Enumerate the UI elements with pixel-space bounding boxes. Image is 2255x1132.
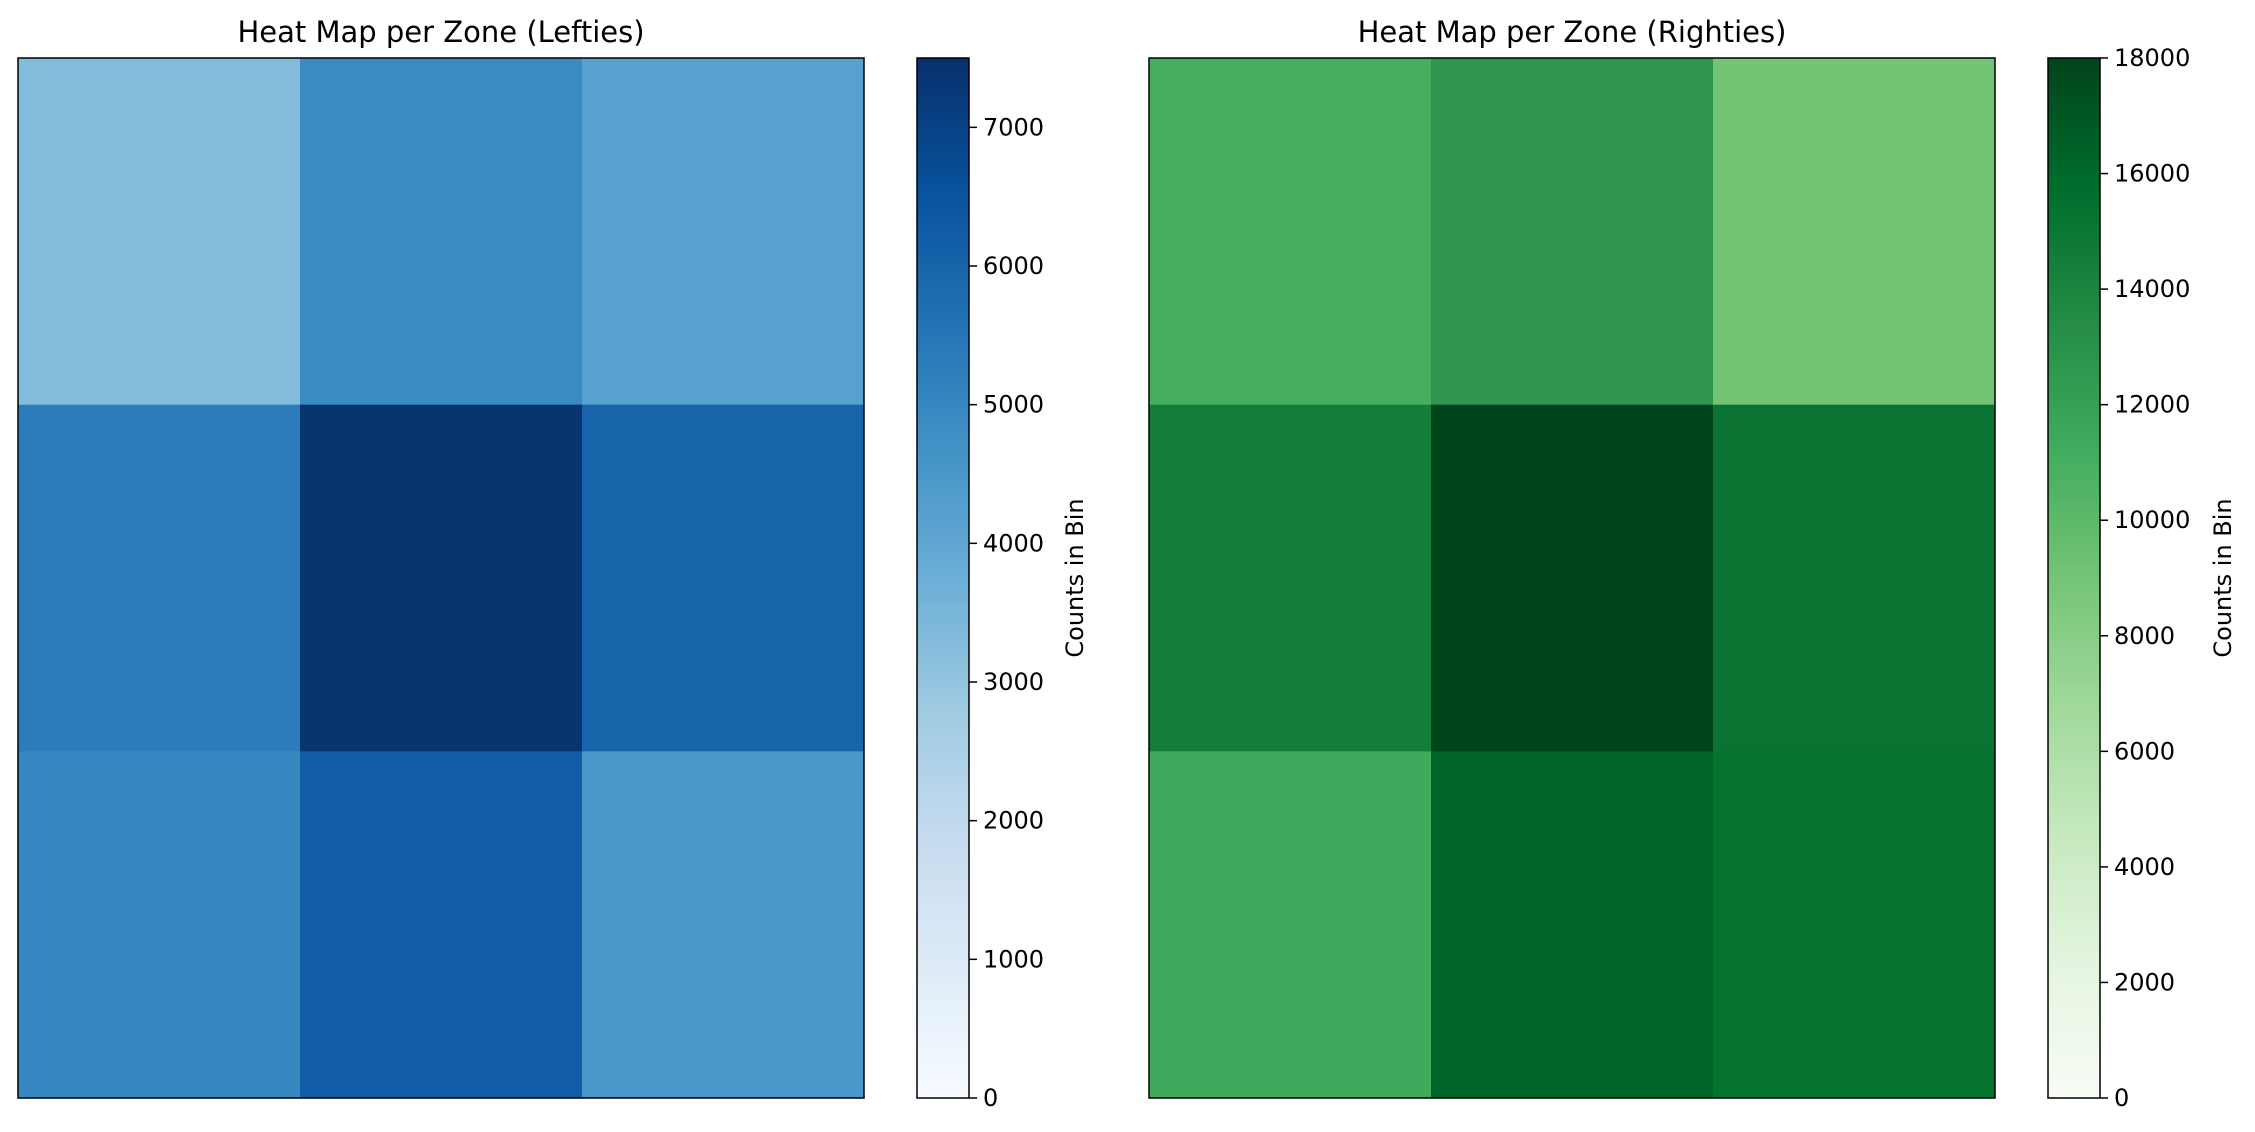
righties-colorbar-label: Counts in Bin [2209, 498, 2237, 657]
righties-colorbar-ticks: 0 2000 4000 6000 8000 10000 12000 14000 16000 180… [2100, 44, 2190, 1112]
righties-colorbar-tick-label: 18000 [2114, 44, 2190, 72]
righties-cell-r2-c0 [1149, 751, 1432, 1099]
righties-colorbar-frame [2047, 57, 2101, 1099]
righties-cell-r1-c1 [1431, 404, 1714, 752]
righties-colorbar-tick-label: 0 [2114, 1084, 2129, 1112]
lefties-cell-r2-c2 [582, 751, 865, 1099]
righties-cell-r2-c2 [1713, 751, 1996, 1099]
righties-cell-r2-c1 [1431, 751, 1714, 1099]
righties-cell-r1-c0 [1149, 404, 1432, 752]
lefties-cell-r0-c1 [300, 58, 583, 406]
righties-panel: Heat Map per Zone (Righties) 0 2000 4000 60… [1148, 15, 2237, 1112]
lefties-cell-r1-c0 [18, 404, 301, 752]
righties-colorbar-tick-label: 4000 [2114, 853, 2175, 881]
righties-colorbar: 0 2000 4000 6000 8000 10000 12000 14000 16000 180… [2047, 44, 2237, 1112]
lefties-colorbar-tick-label: 1000 [983, 945, 1044, 973]
lefties-colorbar-tick-label: 3000 [983, 668, 1044, 696]
righties-colorbar-tick-label: 14000 [2114, 275, 2190, 303]
lefties-axes-frame [17, 57, 865, 1099]
lefties-cell-r2-c0 [18, 751, 301, 1099]
righties-heatmap [1149, 58, 1996, 1099]
lefties-colorbar-fill [917, 58, 969, 1098]
lefties-title: Heat Map per Zone (Lefties) [237, 15, 644, 49]
lefties-cell-r0-c2 [582, 58, 865, 406]
righties-cell-r0-c0 [1149, 58, 1432, 406]
lefties-colorbar-frame [916, 57, 970, 1099]
lefties-colorbar-tick-label: 2000 [983, 807, 1044, 835]
lefties-colorbar-tick-label: 7000 [983, 113, 1044, 141]
lefties-panel: Heat Map per Zone (Lefties) 0 1000 2000 300… [17, 15, 1089, 1112]
lefties-cell-r1-c2 [582, 404, 865, 752]
lefties-colorbar-tick-label: 5000 [983, 391, 1044, 419]
lefties-heatmap [18, 58, 865, 1099]
righties-cell-r0-c1 [1431, 58, 1714, 406]
lefties-colorbar-ticks: 0 1000 2000 3000 4000 5000 6000 7000 [969, 113, 1044, 1112]
righties-cell-r0-c2 [1713, 58, 1996, 406]
righties-axes-frame [1148, 57, 1996, 1099]
righties-colorbar-tick-label: 12000 [2114, 391, 2190, 419]
lefties-cell-r2-c1 [300, 751, 583, 1099]
lefties-colorbar-tick-label: 0 [983, 1084, 998, 1112]
righties-colorbar-tick-label: 6000 [2114, 737, 2175, 765]
righties-colorbar-tick-label: 16000 [2114, 160, 2190, 188]
righties-title: Heat Map per Zone (Righties) [1358, 15, 1787, 49]
lefties-cell-r0-c0 [18, 58, 301, 406]
lefties-colorbar: 0 1000 2000 3000 4000 5000 6000 7000 Counts in … [916, 57, 1089, 1112]
righties-colorbar-tick-label: 10000 [2114, 506, 2190, 534]
lefties-colorbar-tick-label: 4000 [983, 529, 1044, 557]
lefties-cell-r1-c1 [300, 404, 583, 752]
righties-colorbar-tick-label: 2000 [2114, 968, 2175, 996]
righties-colorbar-fill [2048, 58, 2100, 1098]
righties-cell-r1-c2 [1713, 404, 1996, 752]
lefties-colorbar-label: Counts in Bin [1061, 498, 1089, 657]
lefties-colorbar-tick-label: 6000 [983, 252, 1044, 280]
righties-colorbar-tick-label: 8000 [2114, 622, 2175, 650]
